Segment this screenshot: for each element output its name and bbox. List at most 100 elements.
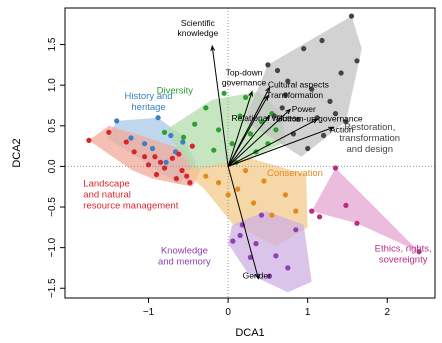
x-tick-label: 2	[384, 307, 390, 318]
data-point	[343, 119, 349, 125]
group-label: Landscape and natural resource management	[83, 179, 178, 212]
data-point	[192, 121, 198, 127]
data-point	[142, 154, 148, 160]
data-point	[163, 159, 169, 165]
data-point	[295, 116, 301, 122]
data-point	[332, 165, 339, 171]
y-tick-label: 0.0	[47, 159, 58, 173]
y-axis-label: DCA2	[11, 138, 23, 167]
data-point	[247, 131, 253, 137]
data-point	[131, 149, 137, 155]
vector-arrow	[227, 166, 259, 279]
vector-label: Cultural aspects	[268, 80, 329, 90]
data-point	[229, 141, 235, 147]
data-point	[149, 145, 156, 152]
x-axis-label: DCA1	[235, 327, 264, 339]
data-point	[282, 192, 288, 198]
vector-label: Bottom-up governance	[277, 114, 363, 124]
data-point	[225, 192, 231, 198]
data-point	[354, 220, 360, 226]
data-point	[216, 180, 222, 186]
vector-label: Top-down governance	[222, 67, 267, 87]
vector-arrow	[227, 115, 270, 167]
group-label: Knowledge and memory	[158, 245, 211, 267]
data-point	[261, 178, 267, 184]
vector-arrowhead	[263, 94, 269, 101]
data-point	[184, 173, 190, 179]
vector-arrowhead	[285, 108, 292, 115]
x-tick-label: −1	[143, 307, 155, 318]
data-point	[327, 98, 333, 104]
data-point	[145, 162, 152, 168]
data-point	[114, 118, 120, 124]
vector-arrowhead	[254, 273, 260, 280]
data-point	[269, 212, 275, 218]
vector-arrow	[227, 126, 334, 167]
data-point	[176, 151, 182, 157]
data-point	[203, 173, 209, 179]
axes: −1 0 1 2 −1.5 −1.0 −0.5 0.0 0.5 1.0 1.5	[47, 37, 390, 318]
data-point	[247, 254, 253, 260]
data-point	[161, 165, 168, 171]
vector-arrowhead	[210, 44, 216, 52]
vector-label: Transformation	[266, 90, 323, 100]
x-tick-label: 0	[225, 307, 231, 318]
data-point	[251, 200, 257, 206]
data-point	[237, 232, 243, 239]
y-tick-label: 0.5	[47, 118, 58, 132]
group-label: Conservation	[267, 168, 323, 179]
data-point	[348, 13, 355, 19]
group-label: Restoration, transformation and design	[339, 122, 400, 155]
vector-arrow	[227, 109, 291, 167]
data-point	[317, 214, 323, 220]
vector-label: Action	[330, 124, 354, 134]
data-point	[203, 105, 209, 111]
data-point	[338, 70, 344, 76]
vector-label: Scientific knowledge	[178, 18, 219, 38]
data-point	[319, 37, 325, 44]
data-point	[230, 238, 236, 244]
data-point	[152, 154, 158, 160]
data-point	[189, 143, 195, 149]
vector-arrowhead	[265, 86, 271, 93]
hull-ethics-rights-sovereignty	[311, 168, 420, 252]
data-point	[123, 139, 129, 145]
data-point	[142, 141, 148, 147]
group-hulls	[88, 16, 420, 293]
data-point	[179, 167, 185, 174]
vector-arrow	[227, 91, 253, 167]
vector-arrowhead	[264, 114, 271, 121]
reference-lines	[65, 8, 435, 298]
y-tick-label: 1.0	[47, 78, 58, 92]
group-label: History and heritage	[125, 91, 173, 113]
data-point	[237, 113, 243, 119]
data-point	[86, 137, 92, 143]
data-point	[258, 119, 265, 125]
vector-label: Power	[292, 104, 316, 114]
data-point	[216, 127, 222, 133]
data-point	[106, 129, 112, 135]
vector-label: Gender	[243, 271, 272, 281]
data-point	[266, 273, 273, 279]
data-point	[343, 202, 349, 208]
vector-arrow	[211, 46, 229, 167]
data-point	[243, 167, 249, 174]
data-point	[271, 113, 277, 119]
data-point	[265, 62, 271, 68]
data-points	[86, 13, 422, 279]
data-point	[187, 180, 193, 186]
data-point	[332, 111, 339, 117]
hull-restoration-transformation-and-design	[244, 16, 362, 157]
data-point	[253, 241, 259, 247]
plot-frame	[64, 7, 436, 299]
vector-label: Relational values	[232, 113, 297, 123]
data-point	[273, 127, 279, 133]
data-point	[309, 208, 315, 214]
data-point	[293, 208, 299, 214]
group-label: Diversity	[157, 85, 194, 96]
vector-arrow	[227, 118, 318, 167]
hull-knowledge-and-memory	[228, 211, 312, 293]
data-point	[180, 139, 186, 145]
data-point	[243, 94, 249, 100]
